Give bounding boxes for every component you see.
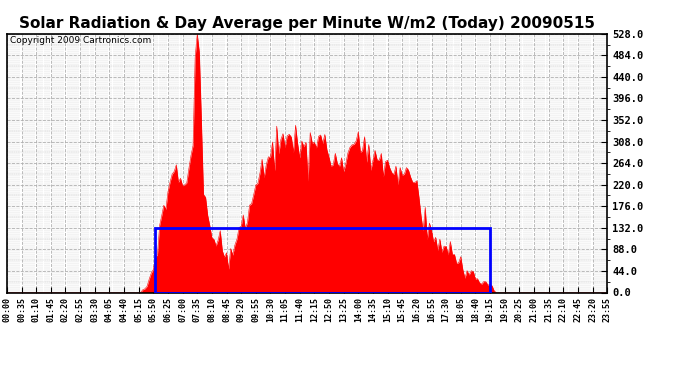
Text: Copyright 2009 Cartronics.com: Copyright 2009 Cartronics.com [10, 36, 151, 45]
Title: Solar Radiation & Day Average per Minute W/m2 (Today) 20090515: Solar Radiation & Day Average per Minute… [19, 16, 595, 31]
Bar [155, 228, 490, 292]
